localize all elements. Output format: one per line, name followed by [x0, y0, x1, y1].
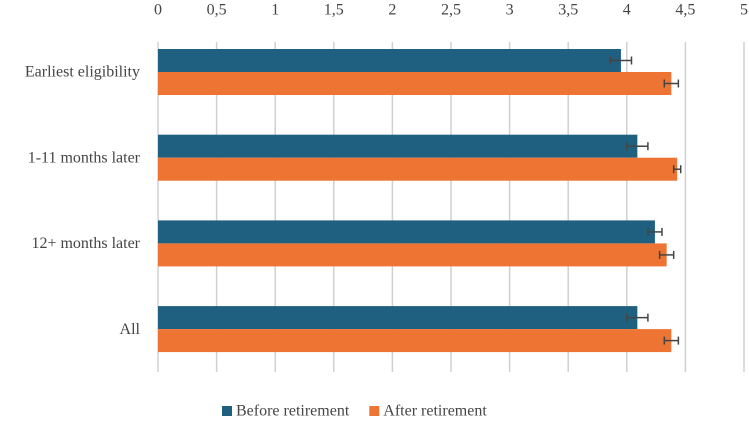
legend-swatch: [369, 406, 380, 416]
legend-swatch: [222, 406, 232, 416]
bar: [158, 220, 655, 244]
x-tick-label: 4,5: [675, 2, 695, 19]
category-label: 1-11 months later: [28, 149, 141, 166]
x-tick-label: 1: [271, 2, 279, 19]
bar: [158, 157, 678, 181]
x-tick-label: 3: [506, 2, 514, 19]
x-tick-label: 1,5: [324, 2, 344, 19]
x-tick-label: 2: [388, 2, 396, 19]
bar: [158, 49, 621, 72]
category-label: Earliest eligibility: [25, 64, 140, 81]
category-label: All: [120, 321, 141, 338]
x-tick-label: 5: [740, 2, 748, 19]
bar: [158, 243, 667, 267]
bar: [158, 72, 672, 95]
legend-label: Before retirement: [236, 403, 350, 420]
x-tick-label: 4: [623, 2, 631, 19]
bar: [158, 306, 638, 330]
category-label: 12+ months later: [31, 235, 140, 252]
x-tick-label: 3,5: [558, 2, 578, 19]
bar: [158, 134, 638, 158]
legend-label: After retirement: [383, 403, 487, 420]
bar: [158, 329, 672, 353]
x-tick-label: 0: [154, 2, 162, 19]
x-tick-label: 2,5: [441, 2, 461, 19]
x-tick-label: 0,5: [207, 2, 227, 19]
